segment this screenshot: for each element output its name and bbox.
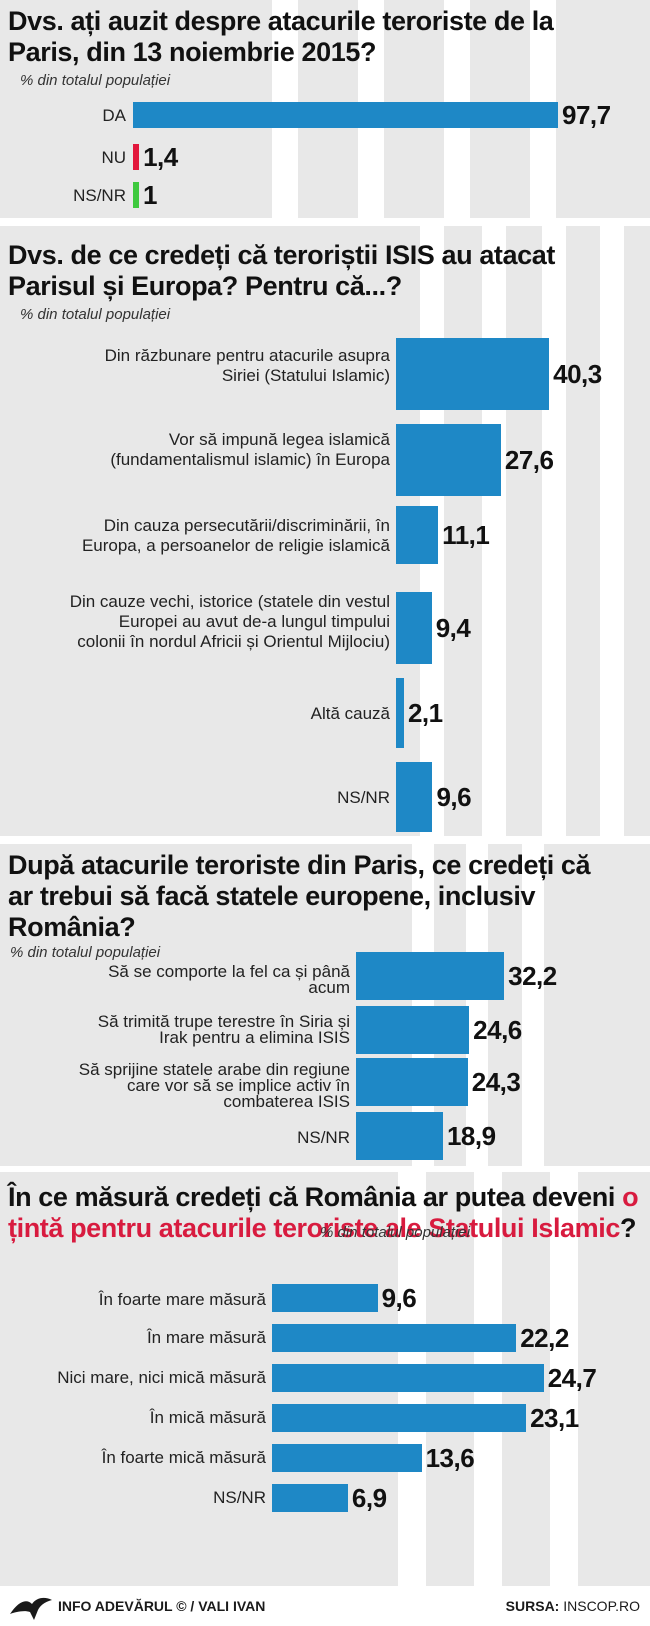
chart-2-bar bbox=[396, 762, 433, 832]
chart-4-value-label: 22,2 bbox=[520, 1323, 569, 1353]
chart-2-bar bbox=[396, 338, 550, 410]
chart-4-bar bbox=[272, 1444, 422, 1472]
chart-2-title: Dvs. de ce credeți că teroriștii ISIS au… bbox=[8, 240, 555, 301]
chart-4-category-label: În foarte mică măsură bbox=[101, 1448, 266, 1467]
chart-4-value-label: 9,6 bbox=[381, 1283, 417, 1313]
footer-source: SURSA: INSCOP.RO bbox=[506, 1598, 640, 1614]
chart-2-value-label: 11,1 bbox=[442, 520, 490, 550]
chart-1-title: Dvs. ați auzit despre atacurile terorist… bbox=[8, 6, 554, 67]
chart-2-category-label: Vor să impună legea islamică (fundamental… bbox=[110, 430, 390, 469]
chart-3-panel: După atacurile teroriste din Paris, ce c… bbox=[0, 844, 650, 1166]
chart-1-category-label: DA bbox=[102, 106, 126, 125]
chart-3-value-label: 24,6 bbox=[473, 1015, 522, 1045]
chart-2-value-label: 27,6 bbox=[504, 445, 554, 475]
chart-2-category-label: NS/NR bbox=[337, 788, 390, 807]
chart-4-value-label: 24,7 bbox=[547, 1363, 597, 1393]
chart-4-bar bbox=[272, 1324, 517, 1352]
chart-4-value-label: 6,9 bbox=[351, 1483, 387, 1513]
chart-4-title: În ce măsură credeți că România ar putea… bbox=[8, 1182, 648, 1244]
chart-4-category-label: În foarte mare măsură bbox=[98, 1290, 266, 1309]
chart-2-bar bbox=[396, 424, 501, 496]
chart-2-category-label: Din răzbunare pentru atacurile asupra Sir… bbox=[104, 346, 390, 385]
chart-4-value-label: 13,6 bbox=[425, 1443, 475, 1473]
chart-3-subtitle: % din totalul populației bbox=[10, 944, 161, 961]
chart-4-bar bbox=[272, 1404, 527, 1432]
chart-3-category-label: Să sprijine statele arabe din regiune car… bbox=[78, 1060, 350, 1111]
chart-3-bar bbox=[356, 1058, 468, 1106]
chart-2-bar bbox=[396, 506, 439, 564]
chart-1-subtitle: % din totalul populației bbox=[20, 72, 171, 89]
chart-1-category-label: NS/NR bbox=[73, 186, 126, 205]
chart-4-subtitle: % din totalul populației bbox=[320, 1224, 471, 1241]
chart-3-value-label: 18,9 bbox=[446, 1121, 496, 1151]
chart-1-panel: Dvs. ați auzit despre atacurile terorist… bbox=[0, 0, 650, 218]
chart-3-category-label: Să se comporte la fel ca și până acum bbox=[108, 962, 350, 997]
chart-2-category-label: Altă cauză bbox=[310, 704, 390, 723]
chart-2-category-label: Din cauze vechi, istorice (statele din v… bbox=[69, 592, 390, 651]
chart-1-value-label: 1 bbox=[143, 180, 157, 210]
chart-3-category-label: Să trimită trupe terestre în Siria și Ira… bbox=[97, 1012, 350, 1047]
chart-2-value-label: 9,4 bbox=[435, 613, 471, 643]
footer-source-value: INSCOP.RO bbox=[563, 1598, 640, 1614]
chart-4-value-label: 23,1 bbox=[530, 1403, 579, 1433]
footer-source-label: SURSA: bbox=[505, 1598, 560, 1614]
eagle-logo-icon bbox=[10, 1597, 52, 1620]
footer: INFO ADEVĂRUL © / VALI IVAN SURSA: INSCO… bbox=[0, 1588, 650, 1626]
chart-3-bar bbox=[356, 1112, 443, 1160]
chart-4-title-text: În ce măsură credeți că România ar putea… bbox=[8, 1182, 623, 1212]
chart-1-value-label: 1,4 bbox=[143, 142, 178, 172]
chart-4-category-label: NS/NR bbox=[213, 1488, 266, 1507]
footer-credit: INFO ADEVĂRUL © / VALI IVAN bbox=[58, 1598, 266, 1614]
chart-2-bar bbox=[396, 592, 432, 664]
chart-3-bar bbox=[356, 1006, 470, 1054]
chart-3-value-label: 24,3 bbox=[471, 1067, 521, 1097]
chart-4-category-label: Nici mare, nici mică măsură bbox=[57, 1368, 266, 1387]
chart-1-value-label: 97,7 bbox=[561, 100, 611, 130]
chart-3-title: După atacurile teroriste din Paris, ce c… bbox=[8, 850, 591, 942]
chart-4-title-end: ? bbox=[619, 1213, 637, 1243]
chart-4-category-label: În mare măsură bbox=[146, 1328, 266, 1347]
chart-4-bar bbox=[272, 1284, 378, 1312]
chart-2-value-label: 2,1 bbox=[407, 698, 443, 728]
chart-3-value-label: 32,2 bbox=[508, 961, 557, 991]
chart-1-bar bbox=[133, 102, 558, 128]
chart-2-panel: Dvs. de ce credeți că teroriștii ISIS au… bbox=[0, 226, 650, 836]
chart-4-bar bbox=[272, 1364, 544, 1392]
chart-3-category-label: NS/NR bbox=[297, 1128, 350, 1147]
chart-2-bar bbox=[396, 678, 404, 748]
chart-2-value-label: 9,6 bbox=[436, 782, 472, 812]
chart-2-subtitle: % din totalul populației bbox=[20, 306, 171, 323]
chart-1-category-label: NU bbox=[101, 148, 126, 167]
chart-2-category-label: Din cauza persecutării/discriminării, în… bbox=[81, 516, 390, 555]
chart-1-bar bbox=[133, 144, 140, 170]
chart-4-bar bbox=[272, 1484, 348, 1512]
chart-4-title-highlight: o țintă pentru atacurile teroriste ale S… bbox=[8, 1182, 639, 1243]
chart-4-category-label: În mică măsură bbox=[149, 1408, 266, 1427]
chart-1-bar bbox=[133, 182, 139, 208]
chart-3-bar bbox=[356, 952, 505, 1000]
chart-4-panel: În ce măsură credeți că România ar putea… bbox=[0, 1172, 650, 1586]
chart-2-value-label: 40,3 bbox=[553, 359, 602, 389]
